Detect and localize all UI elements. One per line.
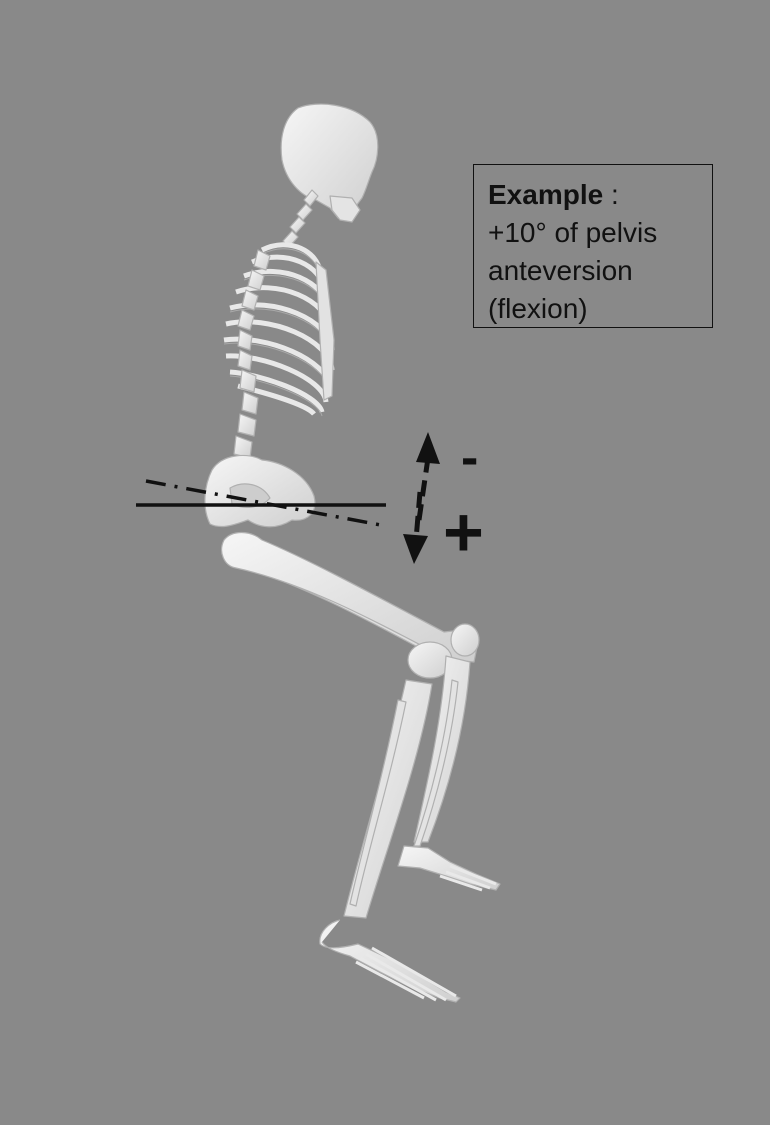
fibula-near [413,679,459,847]
arrow-up-head [416,432,440,464]
rotation-direction-arrow [403,432,440,564]
jaw [329,195,361,223]
plus-sign: + [443,493,484,571]
femur-near [221,531,479,663]
sternum [315,261,335,401]
example-line-1: +10° of pelvis [488,217,658,248]
example-separator: : [603,179,619,210]
foot-lower [319,919,461,1003]
spine [233,249,271,459]
example-annotation-box: Example : +10° of pelvis anteversion (fl… [473,164,713,328]
skull [280,103,379,221]
toes-lower [355,946,457,1002]
patella [450,623,480,657]
example-heading: Example : [488,176,698,214]
example-line-2: anteversion [488,255,633,286]
example-title: Example [488,179,604,210]
fibula-far [349,699,407,907]
arrow-down-head [403,534,428,564]
minus-sign: - [461,429,479,487]
cervical-spine [282,189,319,248]
example-line-3: (flexion) [488,293,588,324]
toes-upper [439,864,497,892]
skeleton [204,103,501,1003]
foot-upper [397,845,501,891]
